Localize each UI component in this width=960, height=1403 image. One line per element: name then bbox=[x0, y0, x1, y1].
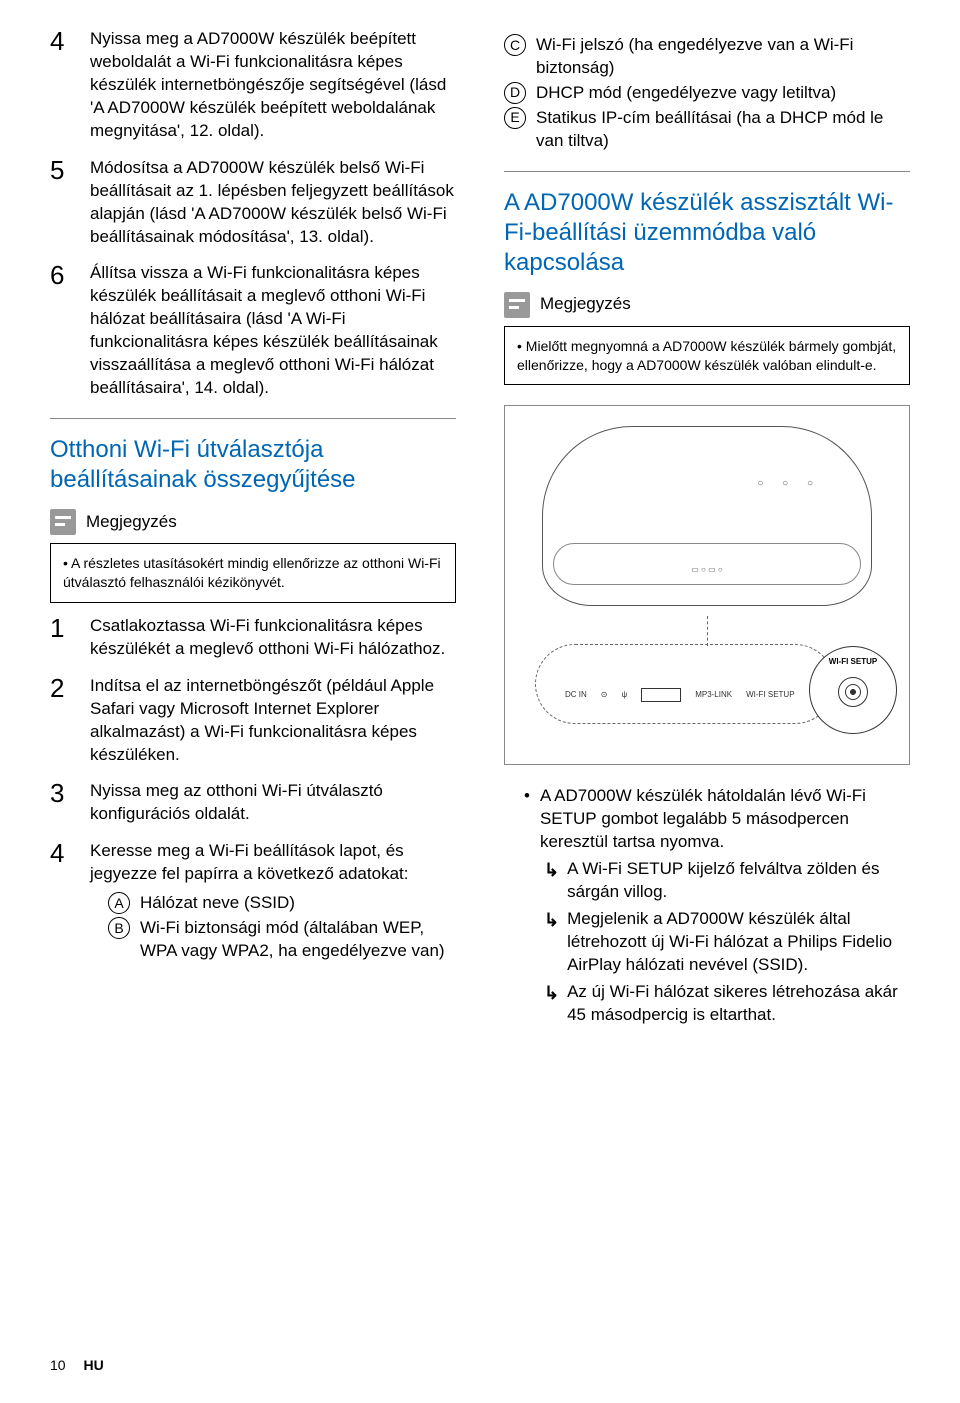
dash-line bbox=[707, 616, 708, 646]
step-number: 1 bbox=[50, 615, 72, 661]
bullet-list: A AD7000W készülék hátoldalán lévő Wi-Fi… bbox=[504, 785, 910, 1026]
step-text: Módosítsa a AD7000W készülék belső Wi-Fi… bbox=[90, 157, 456, 249]
step-number: 2 bbox=[50, 675, 72, 767]
arrow-2: Megjelenik a AD7000W készülék által létr… bbox=[544, 908, 910, 977]
step-text: Indítsa el az internetböngészőt (például… bbox=[90, 675, 456, 767]
dc-in-icon: ⊙ bbox=[601, 690, 608, 701]
note-header: Megjegyzés bbox=[50, 509, 456, 535]
step-number: 5 bbox=[50, 157, 72, 249]
bullet-1: A AD7000W készülék hátoldalán lévő Wi-Fi… bbox=[524, 785, 910, 854]
bullet-text: A AD7000W készülék hátoldalán lévő Wi-Fi… bbox=[540, 785, 910, 854]
note-body: Mielőtt megnyomná a AD7000W készülék bár… bbox=[504, 326, 910, 386]
zoom-dashed-circle bbox=[535, 644, 835, 724]
letter-e-icon: E bbox=[504, 107, 526, 129]
arrow-text: Megjelenik a AD7000W készülék által létr… bbox=[567, 908, 910, 977]
letter-d-icon: D bbox=[504, 82, 526, 104]
heading-assisted-mode: A AD7000W készülék asszisztált Wi-Fi-beá… bbox=[504, 171, 910, 278]
heading-router-settings: Otthoni Wi-Fi útválasztója beállításaina… bbox=[50, 418, 456, 495]
page-number: 10 bbox=[50, 1357, 66, 1373]
indicator-dots: ○ ○ ○ bbox=[757, 477, 821, 491]
page-content: 4 Nyissa meg a AD7000W készülék beépítet… bbox=[50, 28, 910, 1031]
dc-in-label: DC IN bbox=[565, 690, 587, 701]
step-text: Nyissa meg a AD7000W készülék beépített … bbox=[90, 28, 456, 143]
bullet-text-a: A AD7000W készülék hátoldalán lévő bbox=[540, 786, 826, 805]
sub-text: Wi-Fi biztonsági mód (általában WEP, WPA… bbox=[140, 917, 456, 963]
left-column: 4 Nyissa meg a AD7000W készülék beépítet… bbox=[50, 28, 456, 1031]
sub-list: A Hálózat neve (SSID) B Wi-Fi biztonsági… bbox=[90, 892, 456, 963]
step-6: 6 Állítsa vissza a Wi-Fi funkcionalitásr… bbox=[50, 262, 456, 400]
sub-item-c: C Wi-Fi jelszó (ha engedélyezve van a Wi… bbox=[504, 34, 910, 80]
sub-list-right: C Wi-Fi jelszó (ha engedélyezve van a Wi… bbox=[504, 34, 910, 153]
sub-item-e: E Statikus IP-cím beállításai (ha a DHCP… bbox=[504, 107, 910, 153]
note-header: Megjegyzés bbox=[504, 292, 910, 318]
note-item: Mielőtt megnyomná a AD7000W készülék bár… bbox=[517, 337, 897, 375]
note-block-2: Megjegyzés Mielőtt megnyomná a AD7000W k… bbox=[504, 292, 910, 386]
right-column: C Wi-Fi jelszó (ha engedélyezve van a Wi… bbox=[504, 28, 910, 1031]
sub-item-a: A Hálózat neve (SSID) bbox=[108, 892, 456, 915]
note-icon bbox=[504, 292, 530, 318]
step-number: 6 bbox=[50, 262, 72, 400]
step-number: 4 bbox=[50, 28, 72, 143]
arrow-text-c: hálózati nevével (SSID). bbox=[621, 955, 808, 974]
footer: 10 HU bbox=[50, 1356, 104, 1375]
sub-item-b: B Wi-Fi biztonsági mód (általában WEP, W… bbox=[108, 917, 456, 963]
sub-text: Wi-Fi jelszó (ha engedélyezve van a Wi-F… bbox=[536, 34, 910, 80]
wifi-setup-zoom: WI-FI SETUP bbox=[809, 646, 897, 734]
sub-item-d: D DHCP mód (engedélyezve vagy letiltva) bbox=[504, 82, 910, 105]
sub-text: DHCP mód (engedélyezve vagy letiltva) bbox=[536, 82, 910, 105]
letter-c-icon: C bbox=[504, 34, 526, 56]
wifi-setup-small-label: WI-FI SETUP bbox=[746, 690, 794, 701]
usb-port-icon bbox=[641, 688, 681, 702]
note-body: A részletes utasításokért mindig ellenőr… bbox=[50, 543, 456, 603]
arrow-3: Az új Wi-Fi hálózat sikeres létrehozása … bbox=[544, 981, 910, 1027]
step-text: Nyissa meg az otthoni Wi-Fi útválasztó k… bbox=[90, 780, 456, 826]
step-number: 4 bbox=[50, 840, 72, 965]
step-4b: 4 Keresse meg a Wi-Fi beállítások lapot,… bbox=[50, 840, 456, 965]
sub-text: Statikus IP-cím beállításai (ha a DHCP m… bbox=[536, 107, 910, 153]
letter-a-icon: A bbox=[108, 892, 130, 914]
step-2b: 2 Indítsa el az internetböngészőt (példá… bbox=[50, 675, 456, 767]
step-text: Csatlakoztassa Wi-Fi funkcionalitásra ké… bbox=[90, 615, 456, 661]
note-title: Megjegyzés bbox=[540, 293, 631, 316]
step-4: 4 Nyissa meg a AD7000W készülék beépítet… bbox=[50, 28, 456, 143]
step-text-main: Keresse meg a Wi-Fi beállítások lapot, é… bbox=[90, 841, 408, 883]
arrow-text: Az új Wi-Fi hálózat sikeres létrehozása … bbox=[567, 981, 910, 1027]
mp3-link-label: MP3-LINK bbox=[695, 690, 732, 701]
note-icon bbox=[50, 509, 76, 535]
port-labels: DC IN ⊙ ψ MP3-LINK WI-FI SETUP bbox=[565, 688, 795, 702]
step-number: 3 bbox=[50, 780, 72, 826]
step-3b: 3 Nyissa meg az otthoni Wi-Fi útválasztó… bbox=[50, 780, 456, 826]
note-title: Megjegyzés bbox=[86, 511, 177, 534]
arrow-text: A Wi-Fi SETUP kijelző felváltva zölden é… bbox=[567, 858, 910, 904]
arrow-1: A Wi-Fi SETUP kijelző felváltva zölden é… bbox=[544, 858, 910, 904]
port-panel: ▭ ○ ▭ ○ bbox=[691, 565, 722, 576]
language-code: HU bbox=[83, 1357, 103, 1373]
note-item: A részletes utasításokért mindig ellenőr… bbox=[63, 554, 443, 592]
step-1b: 1 Csatlakoztassa Wi-Fi funkcionalitásra … bbox=[50, 615, 456, 661]
sub-text: Hálózat neve (SSID) bbox=[140, 892, 456, 915]
usb-icon: ψ bbox=[621, 690, 627, 701]
step-text: Keresse meg a Wi-Fi beállítások lapot, é… bbox=[90, 840, 456, 965]
wifi-setup-label: WI-FI SETUP bbox=[810, 657, 896, 668]
speaker-outline: ○ ○ ○ ▭ ○ ▭ ○ bbox=[542, 426, 872, 606]
step-text: Állítsa vissza a Wi-Fi funkcionalitásra … bbox=[90, 262, 456, 400]
note-block: Megjegyzés A részletes utasításokért min… bbox=[50, 509, 456, 603]
device-illustration: ○ ○ ○ ▭ ○ ▭ ○ DC IN ⊙ ψ MP3-LINK WI-FI S… bbox=[504, 405, 910, 765]
letter-b-icon: B bbox=[108, 917, 130, 939]
step-5: 5 Módosítsa a AD7000W készülék belső Wi-… bbox=[50, 157, 456, 249]
wifi-setup-button-icon bbox=[838, 677, 868, 707]
